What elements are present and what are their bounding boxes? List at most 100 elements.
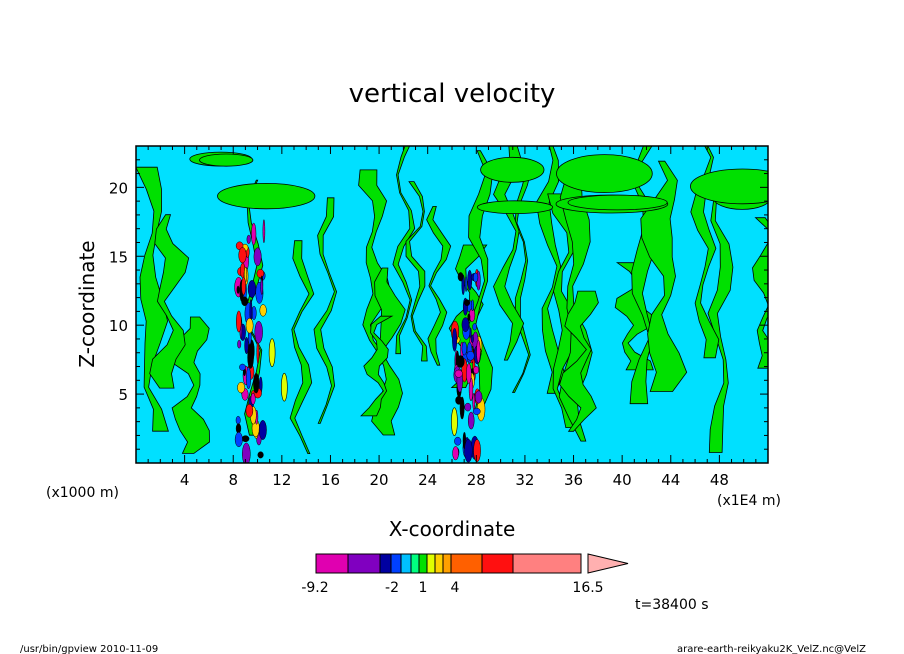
updraft-patch <box>567 194 668 211</box>
updraft-band <box>493 146 525 361</box>
updraft-patch <box>690 168 768 205</box>
core-cell <box>244 336 249 355</box>
core-cell <box>459 396 465 420</box>
x-tick-label: 44 <box>661 471 680 489</box>
core-cell <box>258 420 267 440</box>
core-cell <box>262 219 266 244</box>
colorbar-segment <box>418 553 428 574</box>
colorbar-segment <box>410 553 420 574</box>
core-cell <box>245 367 252 390</box>
core-cell <box>253 247 262 267</box>
positive-cell <box>280 372 288 402</box>
core-cell <box>256 340 260 364</box>
core-cell <box>473 272 479 283</box>
x-tick-label: 28 <box>467 471 486 489</box>
core-cell <box>251 222 257 246</box>
y-axis-label: Z-coordinate <box>75 240 99 367</box>
core-cell <box>238 247 247 264</box>
core-cell <box>241 296 249 307</box>
core-cell <box>452 328 458 352</box>
core-cell <box>241 276 246 296</box>
core-cell <box>476 340 481 363</box>
core-cell <box>247 280 257 298</box>
colorbar-segment <box>442 553 452 574</box>
core-cell <box>474 390 483 404</box>
core-cell <box>467 269 473 291</box>
colorbar: -9.2 -2 1 4 16.5 <box>301 553 629 596</box>
core-cell <box>457 272 464 282</box>
x-axis-label: X-coordinate <box>389 517 516 541</box>
y-tick-label: 15 <box>109 248 128 266</box>
core-cell <box>253 372 260 394</box>
colorbar-segment <box>434 553 444 574</box>
core-cell <box>464 402 472 412</box>
x-tick-label: 32 <box>515 471 534 489</box>
y-tick-label: 5 <box>118 386 128 404</box>
core-cell <box>472 323 477 331</box>
core-cell <box>452 446 459 461</box>
core-cell <box>241 435 250 443</box>
updraft-patch <box>556 154 653 194</box>
core-cell <box>242 442 251 463</box>
colorbar-segment <box>450 553 483 574</box>
core-cell <box>250 393 256 405</box>
core-cell <box>467 411 475 430</box>
core-cell <box>234 431 243 448</box>
core-cell <box>236 310 242 333</box>
colorbar-segment <box>347 553 381 574</box>
core-cell <box>461 317 470 332</box>
core-cell <box>472 407 481 415</box>
core-cell <box>235 415 241 425</box>
updraft-band <box>752 217 768 369</box>
x-tick-label: 4 <box>180 471 190 489</box>
colorbar-segment <box>379 553 392 574</box>
x-unit-left: (x1000 m) <box>46 485 119 501</box>
time-label: t=38400 s <box>635 597 709 613</box>
colorbar-label: 16.5 <box>572 580 603 596</box>
core-cell <box>466 350 475 361</box>
colorbar-label: 1 <box>419 580 428 596</box>
core-cell <box>235 423 242 434</box>
core-cell <box>259 304 267 317</box>
updraft-band <box>640 160 688 392</box>
core-cell <box>239 363 246 371</box>
x-tick-label: 20 <box>370 471 389 489</box>
colorbar-extend-arrow <box>587 553 629 574</box>
core-cell <box>254 320 263 344</box>
core-cell <box>472 392 476 411</box>
updraft-band <box>426 205 452 366</box>
colorbar-segment <box>315 553 349 574</box>
core-cell <box>237 381 246 394</box>
updraft-patch <box>199 153 254 167</box>
updraft-band <box>559 290 599 432</box>
x-tick-label: 36 <box>564 471 583 489</box>
x-tick-label: 12 <box>272 471 291 489</box>
contour-field <box>136 146 768 463</box>
plot-area <box>136 146 768 463</box>
updraft-patch <box>480 156 545 183</box>
core-cell <box>464 438 473 463</box>
core-cell <box>256 268 265 279</box>
colorbar-label: -2 <box>385 580 399 596</box>
core-cell <box>464 275 468 292</box>
core-cell <box>237 339 242 349</box>
core-cell <box>456 355 465 368</box>
core-cell <box>470 299 475 312</box>
core-cell <box>463 299 471 307</box>
updraft-band <box>405 181 428 362</box>
updraft-band <box>149 214 190 389</box>
core-cell <box>454 436 462 446</box>
core-cell <box>454 369 463 378</box>
footer-left: /usr/bin/gpview 2010-11-09 <box>20 644 158 654</box>
updraft-band <box>244 179 264 436</box>
x-tick-label: 16 <box>321 471 340 489</box>
chart-title: vertical velocity <box>349 79 556 109</box>
core-cell <box>247 346 254 369</box>
updraft-band <box>289 240 315 455</box>
positive-cell <box>451 407 458 437</box>
core-cell <box>467 313 471 322</box>
core-cell <box>257 451 264 459</box>
core-cell <box>245 403 254 418</box>
y-tick-label: 20 <box>109 179 128 197</box>
